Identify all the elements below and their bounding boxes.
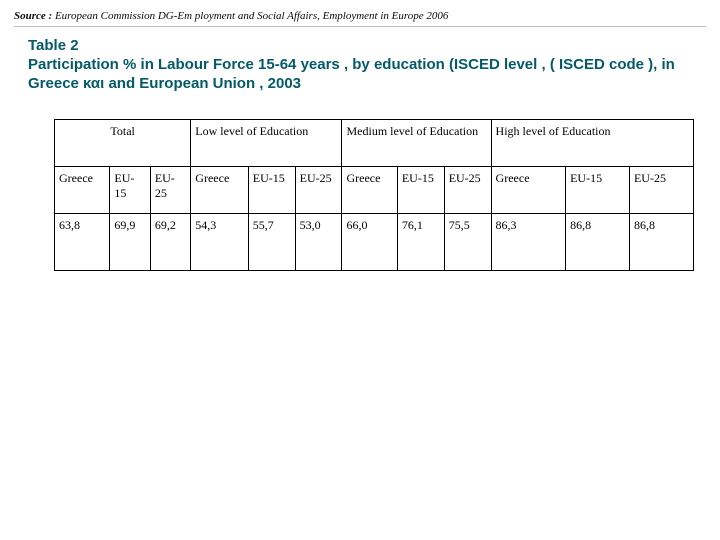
cell: 76,1 (397, 214, 444, 271)
cell: 69,9 (110, 214, 150, 271)
subheader: EU-25 (444, 167, 491, 214)
cell: 86,8 (629, 214, 693, 271)
subheader: EU-15 (110, 167, 150, 214)
table-title: Table 2 Participation % in Labour Force … (28, 37, 688, 93)
cell: 69,2 (150, 214, 190, 271)
subheader: EU-15 (248, 167, 295, 214)
title-line1: Table 2 (28, 37, 79, 54)
subheader: EU-15 (397, 167, 444, 214)
cell: 53,0 (295, 214, 342, 271)
cell: 66,0 (342, 214, 397, 271)
subheader: EU-15 (566, 167, 630, 214)
table-row: Greece EU-15 EU-25 Greece EU-15 EU-25 Gr… (55, 167, 694, 214)
group-header-low: Low level of Education (191, 120, 342, 167)
subheader: EU-25 (295, 167, 342, 214)
cell: 55,7 (248, 214, 295, 271)
data-table: Total Low level of Education Medium leve… (54, 119, 694, 271)
source-line: Source : European Commission DG-Em ploym… (14, 10, 706, 22)
table-row: Total Low level of Education Medium leve… (55, 120, 694, 167)
subheader: Greece (191, 167, 249, 214)
subheader: Greece (55, 167, 110, 214)
table-row: 63,8 69,9 69,2 54,3 55,7 53,0 66,0 76,1 … (55, 214, 694, 271)
group-header-medium: Medium level of Education (342, 120, 491, 167)
cell: 86,3 (491, 214, 566, 271)
source-label: Source : (14, 10, 52, 22)
cell: 63,8 (55, 214, 110, 271)
subheader: Greece (342, 167, 397, 214)
cell: 54,3 (191, 214, 249, 271)
source-text: European Commission DG-Em ployment and S… (55, 10, 448, 22)
group-header-high: High level of Education (491, 120, 693, 167)
subheader: EU-25 (150, 167, 190, 214)
subheader: Greece (491, 167, 566, 214)
cell: 75,5 (444, 214, 491, 271)
cell: 86,8 (566, 214, 630, 271)
divider (14, 26, 706, 27)
title-rest: Participation % in Labour Force 15-64 ye… (28, 56, 675, 92)
subheader: EU-25 (629, 167, 693, 214)
group-header-total: Total (55, 120, 191, 167)
